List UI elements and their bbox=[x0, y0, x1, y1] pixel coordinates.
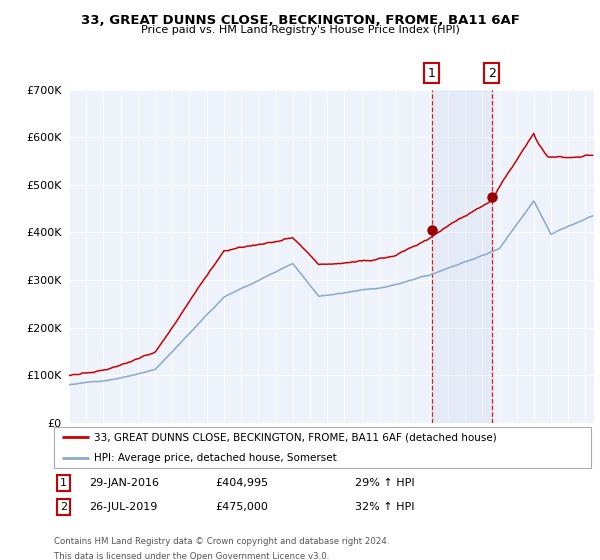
Text: 1: 1 bbox=[60, 478, 67, 488]
Bar bbox=[432, 90, 492, 423]
Text: This data is licensed under the Open Government Licence v3.0.: This data is licensed under the Open Gov… bbox=[54, 552, 329, 560]
Text: 29% ↑ HPI: 29% ↑ HPI bbox=[355, 478, 415, 488]
Text: 29-JAN-2016: 29-JAN-2016 bbox=[89, 478, 159, 488]
Text: 2: 2 bbox=[60, 502, 67, 512]
Text: 33, GREAT DUNNS CLOSE, BECKINGTON, FROME, BA11 6AF: 33, GREAT DUNNS CLOSE, BECKINGTON, FROME… bbox=[80, 14, 520, 27]
Text: 33, GREAT DUNNS CLOSE, BECKINGTON, FROME, BA11 6AF (detached house): 33, GREAT DUNNS CLOSE, BECKINGTON, FROME… bbox=[94, 432, 497, 442]
Text: Contains HM Land Registry data © Crown copyright and database right 2024.: Contains HM Land Registry data © Crown c… bbox=[54, 537, 389, 546]
Text: Price paid vs. HM Land Registry's House Price Index (HPI): Price paid vs. HM Land Registry's House … bbox=[140, 25, 460, 35]
Text: HPI: Average price, detached house, Somerset: HPI: Average price, detached house, Some… bbox=[94, 452, 337, 463]
Text: 1: 1 bbox=[428, 67, 436, 80]
Text: 32% ↑ HPI: 32% ↑ HPI bbox=[355, 502, 414, 512]
Text: £404,995: £404,995 bbox=[215, 478, 268, 488]
FancyBboxPatch shape bbox=[54, 427, 591, 468]
Text: 2: 2 bbox=[488, 67, 496, 80]
Text: 26-JUL-2019: 26-JUL-2019 bbox=[89, 502, 157, 512]
Text: £475,000: £475,000 bbox=[215, 502, 268, 512]
